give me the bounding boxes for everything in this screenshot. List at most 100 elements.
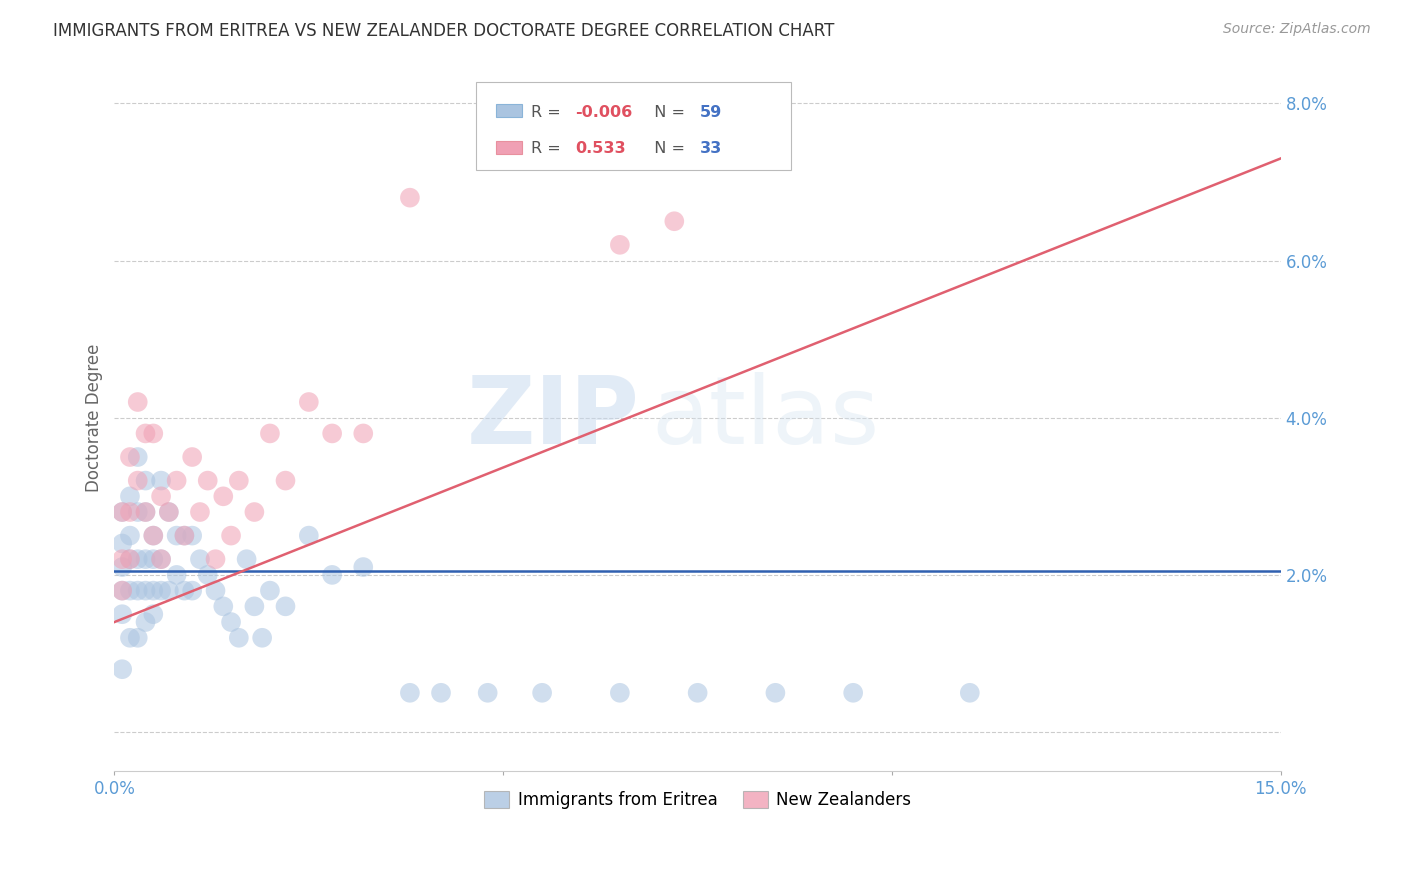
Point: [111, 583, 134, 598]
Point: [157, 505, 180, 519]
Text: 0.533: 0.533: [575, 141, 626, 156]
Text: N =: N =: [644, 141, 690, 156]
Point: [142, 552, 165, 566]
Point: [609, 686, 631, 700]
Point: [127, 505, 149, 519]
Text: 59: 59: [700, 104, 723, 120]
Point: [959, 686, 981, 700]
Text: 33: 33: [700, 141, 723, 156]
Point: [399, 191, 422, 205]
Point: [150, 474, 173, 488]
Point: [531, 686, 554, 700]
Point: [134, 615, 156, 629]
Point: [188, 552, 211, 566]
Point: [118, 552, 141, 566]
Point: [181, 450, 204, 464]
Point: [118, 505, 141, 519]
Point: [228, 631, 250, 645]
Point: [111, 583, 134, 598]
Point: [197, 474, 219, 488]
Point: [181, 528, 204, 542]
Point: [134, 426, 156, 441]
Point: [118, 489, 141, 503]
Point: [118, 583, 141, 598]
Point: [197, 568, 219, 582]
Point: [399, 686, 422, 700]
Point: [166, 568, 188, 582]
Point: [298, 395, 321, 409]
Point: [134, 474, 156, 488]
Point: [111, 552, 134, 566]
Point: [150, 583, 173, 598]
Point: [150, 552, 173, 566]
Point: [228, 474, 250, 488]
Point: [219, 528, 242, 542]
Point: [664, 214, 686, 228]
Point: [111, 560, 134, 574]
Point: [142, 426, 165, 441]
Point: [243, 505, 266, 519]
Point: [274, 474, 297, 488]
Point: [118, 528, 141, 542]
Point: [150, 489, 173, 503]
Point: [142, 607, 165, 622]
Point: [181, 583, 204, 598]
Point: [127, 474, 149, 488]
Y-axis label: Doctorate Degree: Doctorate Degree: [86, 343, 103, 491]
Point: [166, 474, 188, 488]
Point: [250, 631, 273, 645]
Point: [134, 552, 156, 566]
Point: [127, 631, 149, 645]
Point: [188, 505, 211, 519]
Point: [609, 237, 631, 252]
Point: [127, 395, 149, 409]
Point: [118, 631, 141, 645]
Point: [118, 450, 141, 464]
Point: [118, 552, 141, 566]
Point: [212, 599, 235, 614]
Text: N =: N =: [644, 104, 690, 120]
Point: [127, 552, 149, 566]
Point: [157, 505, 180, 519]
Point: [219, 615, 242, 629]
Point: [243, 599, 266, 614]
Point: [212, 489, 235, 503]
Text: R =: R =: [531, 141, 565, 156]
Point: [321, 568, 343, 582]
Text: ZIP: ZIP: [467, 372, 640, 464]
Point: [235, 552, 257, 566]
Point: [274, 599, 297, 614]
Text: Source: ZipAtlas.com: Source: ZipAtlas.com: [1223, 22, 1371, 37]
Point: [352, 560, 374, 574]
Point: [173, 528, 195, 542]
Point: [134, 505, 156, 519]
Point: [111, 607, 134, 622]
Point: [204, 583, 226, 598]
Point: [352, 426, 374, 441]
Point: [111, 662, 134, 676]
Point: [134, 505, 156, 519]
Point: [430, 686, 453, 700]
Point: [259, 426, 281, 441]
Point: [127, 450, 149, 464]
Point: [142, 583, 165, 598]
Point: [157, 583, 180, 598]
Text: R =: R =: [531, 104, 565, 120]
Point: [321, 426, 343, 441]
Bar: [496, 141, 522, 154]
Point: [477, 686, 499, 700]
Point: [134, 583, 156, 598]
Point: [150, 552, 173, 566]
Point: [842, 686, 865, 700]
Point: [142, 528, 165, 542]
Point: [686, 686, 709, 700]
Point: [204, 552, 226, 566]
Legend: Immigrants from Eritrea, New Zealanders: Immigrants from Eritrea, New Zealanders: [478, 785, 918, 816]
Point: [763, 686, 786, 700]
Point: [127, 583, 149, 598]
Point: [298, 528, 321, 542]
Point: [111, 505, 134, 519]
Point: [111, 536, 134, 550]
Point: [173, 528, 195, 542]
Text: -0.006: -0.006: [575, 104, 633, 120]
